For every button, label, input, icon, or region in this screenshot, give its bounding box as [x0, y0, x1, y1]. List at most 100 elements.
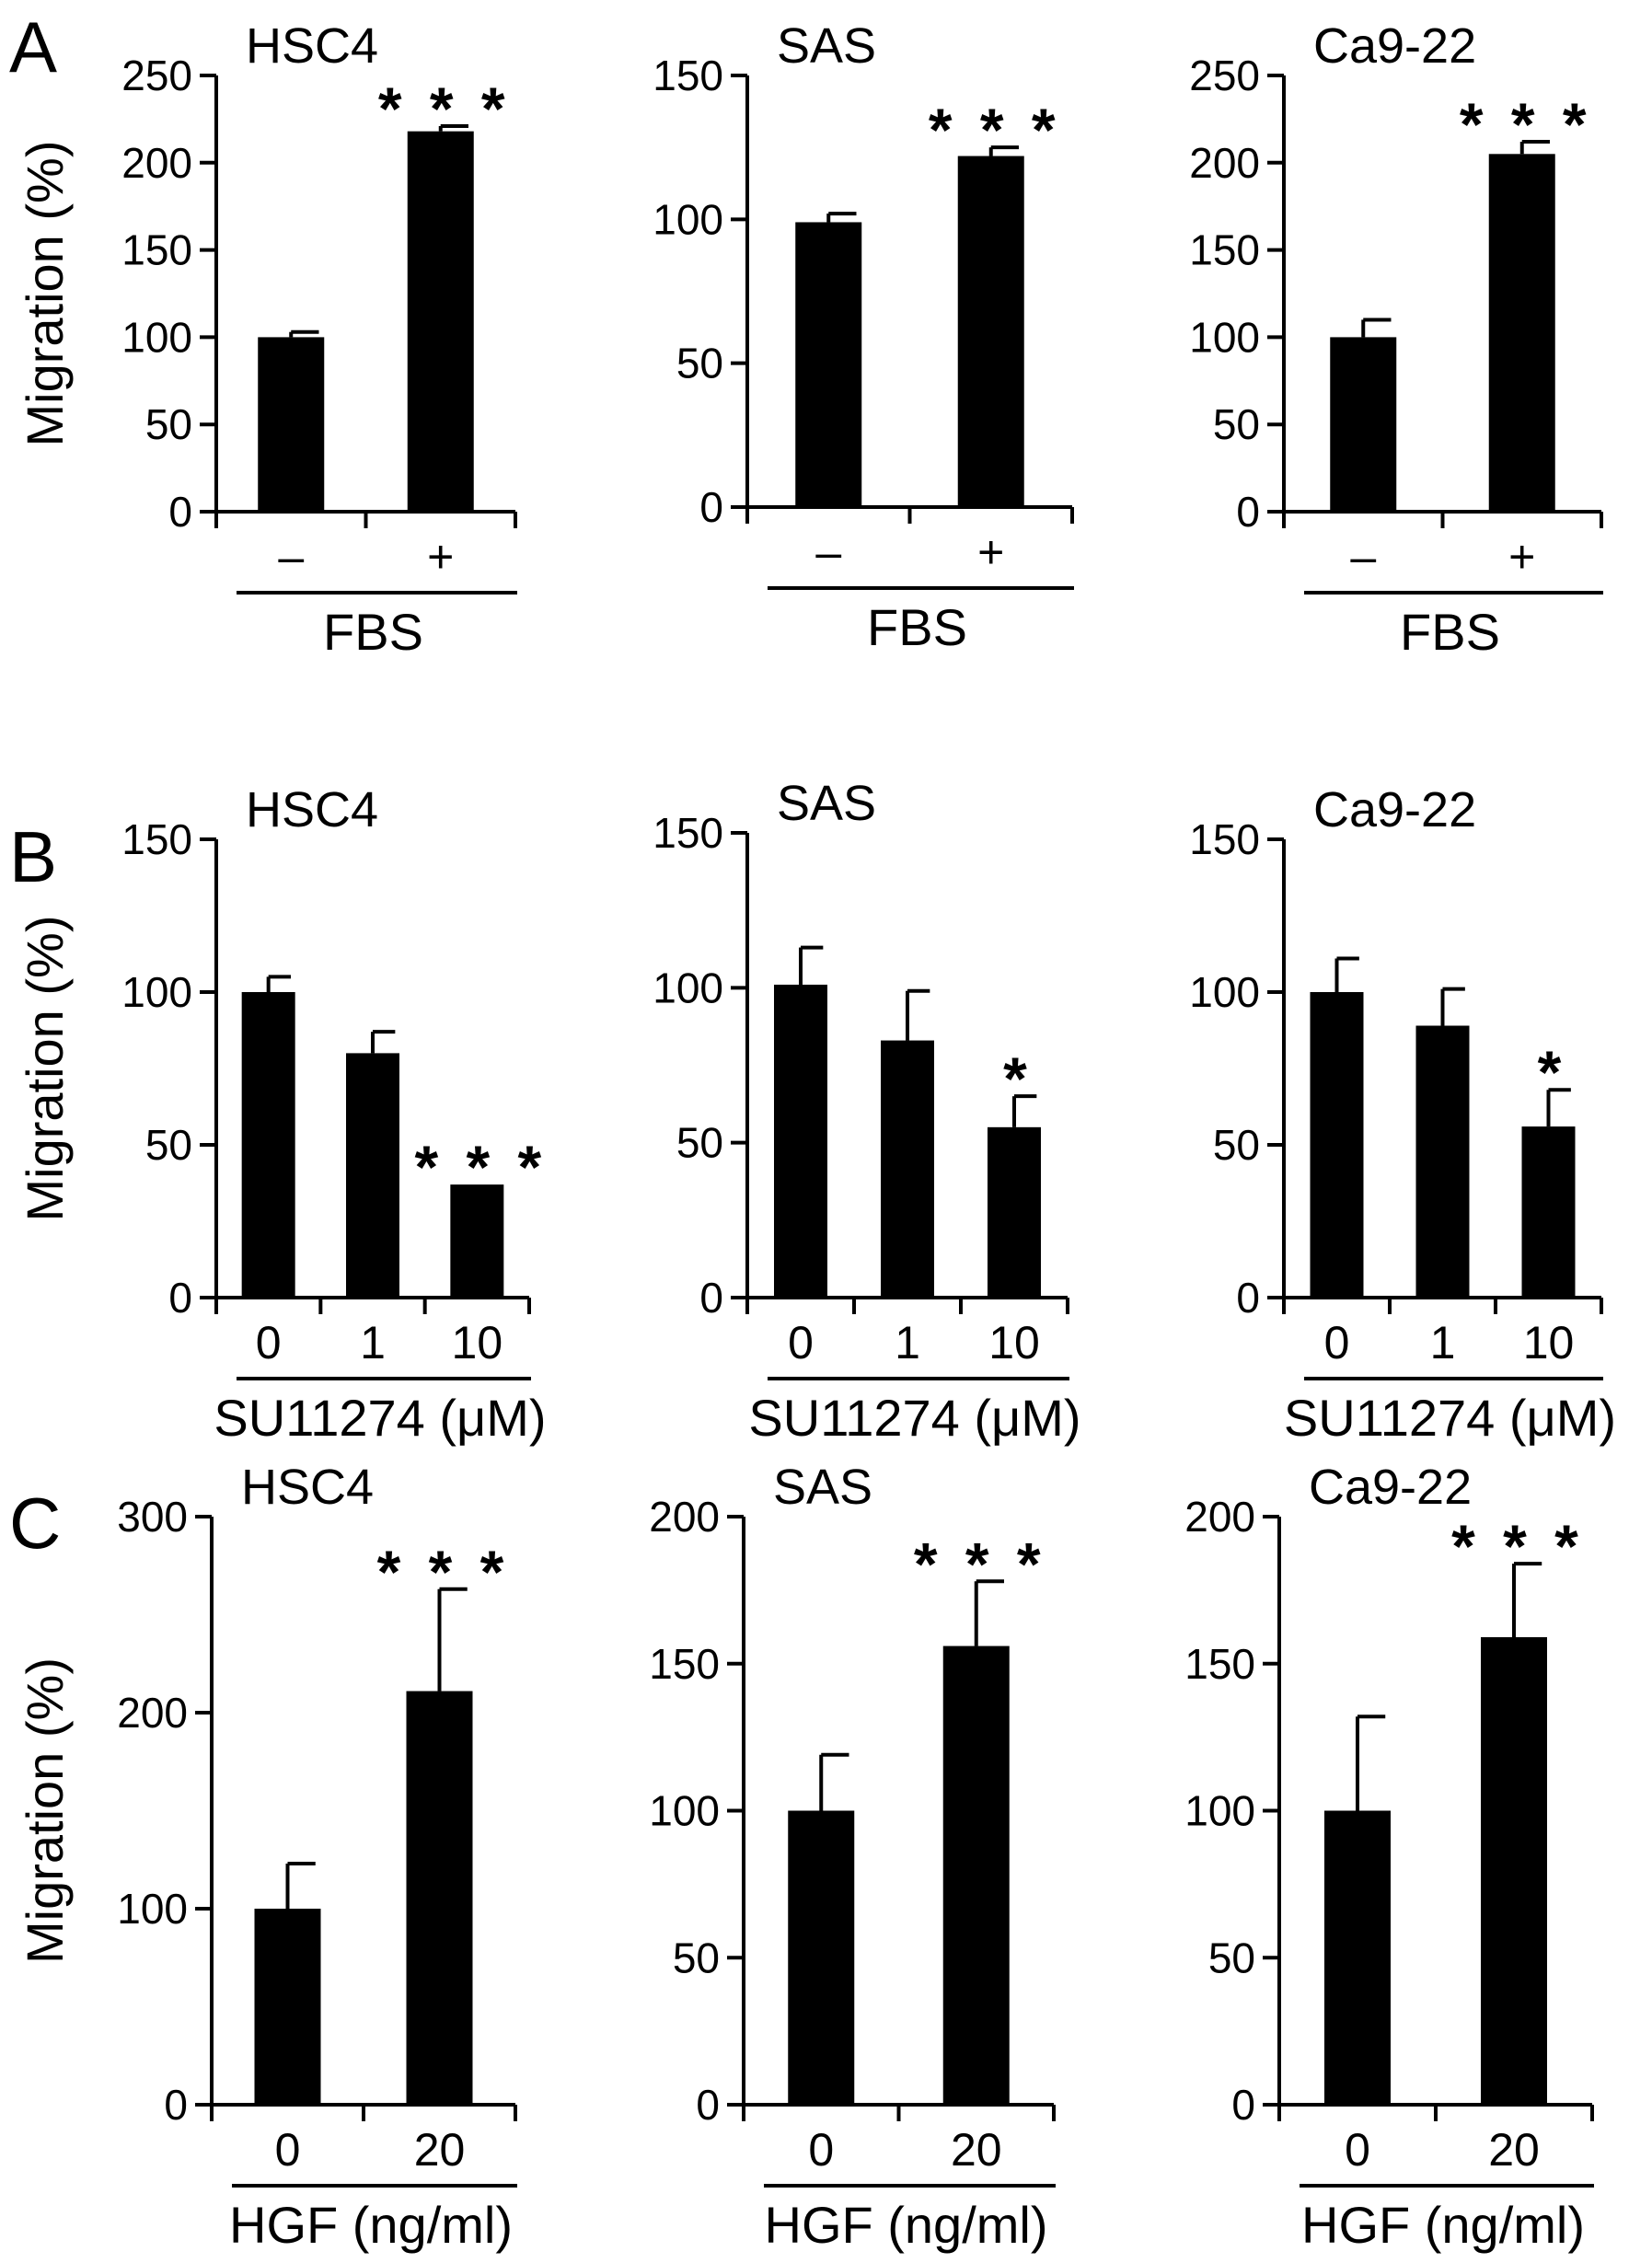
- x-axis-label: HGF (ng/ml): [229, 2196, 513, 2254]
- chart-b-sas: SAS 0 50 100 150 0 1 * 10 SU11274 (μM): [653, 776, 1080, 1447]
- category-label: 10: [988, 1317, 1040, 1368]
- y-tick-label: 50: [145, 1121, 192, 1169]
- bar: [1310, 992, 1364, 1298]
- category-label: 0: [808, 2124, 834, 2176]
- y-tick-label: 200: [649, 1493, 720, 1541]
- category-label: 0: [256, 1317, 282, 1368]
- y-tick-label: 200: [1184, 1493, 1255, 1541]
- y-tick-label: 100: [1189, 313, 1260, 361]
- category-label: 0: [1324, 1317, 1350, 1368]
- bar: [988, 1126, 1041, 1298]
- y-tick-label: 150: [653, 809, 723, 857]
- x-axis-label: SU11274 (μM): [748, 1389, 1080, 1447]
- bar: [450, 1184, 504, 1298]
- y-tick-label: 0: [1236, 488, 1260, 536]
- y-tick-label: 100: [121, 968, 192, 1016]
- bar: [957, 156, 1024, 507]
- y-tick-label: 150: [1189, 815, 1260, 863]
- panel-label-b: B: [9, 816, 57, 897]
- category-label: 20: [951, 2124, 1002, 2176]
- chart-b-ca9-22: Ca9-22 0 50 100 150 0 1 * 10 SU11274 (μM): [1189, 782, 1616, 1447]
- y-tick-label: 50: [1208, 1934, 1255, 1981]
- bar: [1488, 154, 1555, 512]
- category-label: +: [1508, 531, 1535, 583]
- category-label: 10: [1523, 1317, 1575, 1368]
- chart-a-hsc4: HSC4 0 50 100 150 200 250 – * * * +FBS Migration (…: [16, 18, 517, 661]
- bar: [346, 1053, 399, 1298]
- y-tick-label: 0: [164, 2081, 188, 2129]
- y-axis-label: Migration (%): [16, 1657, 74, 1964]
- bar: [1481, 1636, 1547, 2105]
- category-label: 0: [788, 1317, 814, 1368]
- significance-marker: * * *: [378, 75, 511, 143]
- significance-marker: *: [1003, 1045, 1033, 1113]
- bar: [1330, 337, 1397, 512]
- y-tick-label: 0: [1236, 1274, 1260, 1322]
- bar: [774, 984, 827, 1298]
- y-tick-label: 100: [1184, 1787, 1255, 1835]
- category-label: –: [278, 531, 304, 583]
- x-axis-label: FBS: [1400, 603, 1500, 661]
- significance-marker: * * *: [929, 96, 1061, 164]
- y-axis-label: Migration (%): [16, 141, 74, 447]
- y-tick-label: 150: [121, 226, 192, 274]
- category-label: 0: [1345, 2124, 1370, 2176]
- x-axis-label: FBS: [867, 598, 967, 656]
- y-tick-label: 0: [696, 2081, 720, 2129]
- bar: [254, 1909, 321, 2105]
- category-label: 1: [1430, 1317, 1456, 1368]
- y-tick-label: 150: [649, 1640, 720, 1688]
- bar: [1521, 1126, 1576, 1298]
- chart-title: Ca9-22: [1309, 1460, 1472, 1515]
- y-tick-label: 50: [676, 1119, 723, 1167]
- bar: [1324, 1810, 1391, 2105]
- chart-title: HSC4: [246, 782, 378, 837]
- y-tick-label: 100: [121, 313, 192, 361]
- chart-title: SAS: [777, 18, 876, 74]
- y-tick-label: 50: [1213, 400, 1260, 448]
- x-axis-label: HGF (ng/ml): [765, 2196, 1048, 2254]
- x-axis-label: SU11274 (μM): [1284, 1389, 1616, 1447]
- y-axis-label: Migration (%): [16, 916, 74, 1222]
- category-label: 20: [1488, 2124, 1540, 2176]
- y-tick-label: 100: [1189, 968, 1260, 1016]
- bar: [881, 1040, 934, 1298]
- significance-marker: * * *: [914, 1530, 1046, 1598]
- bar: [241, 992, 295, 1298]
- category-label: +: [427, 531, 454, 583]
- bar: [258, 337, 325, 512]
- significance-marker: *: [1538, 1038, 1567, 1106]
- y-tick-label: 50: [673, 1934, 720, 1981]
- y-tick-label: 50: [145, 400, 192, 448]
- y-tick-label: 150: [653, 52, 723, 99]
- y-tick-label: 50: [1213, 1121, 1260, 1169]
- y-tick-label: 250: [121, 52, 192, 99]
- bar: [407, 131, 474, 512]
- chart-title: HSC4: [246, 18, 378, 74]
- chart-a-sas: SAS 0 50 100 150 – * * * +FBS: [653, 18, 1074, 656]
- y-tick-label: 300: [117, 1493, 188, 1541]
- y-tick-label: 0: [168, 488, 192, 536]
- bar: [1415, 1025, 1470, 1298]
- y-tick-label: 0: [699, 483, 723, 531]
- significance-marker: * * *: [414, 1133, 547, 1201]
- category-label: 1: [360, 1317, 386, 1368]
- significance-marker: * * *: [1451, 1512, 1584, 1580]
- y-tick-label: 100: [649, 1787, 720, 1835]
- panel-label-c: C: [9, 1483, 61, 1564]
- y-tick-label: 100: [117, 1885, 188, 1933]
- category-label: –: [815, 526, 841, 578]
- chart-b-hsc4: HSC4 0 50 100 150 0 1 * * * 10 SU11274 (μM) Migrat…: [16, 782, 547, 1447]
- bar: [795, 222, 862, 507]
- x-axis-label: HGF (ng/ml): [1301, 2196, 1585, 2254]
- y-tick-label: 50: [676, 340, 723, 387]
- bar: [406, 1691, 473, 2105]
- y-tick-label: 0: [168, 1274, 192, 1322]
- category-label: +: [977, 526, 1004, 578]
- significance-marker: * * *: [1460, 90, 1592, 158]
- y-tick-label: 250: [1189, 52, 1260, 99]
- chart-c-hsc4: HSC4 0 100 200 300 0 * * * 20 HGF (ng/ml) Migrati…: [16, 1460, 517, 2254]
- chart-title: Ca9-22: [1313, 18, 1476, 74]
